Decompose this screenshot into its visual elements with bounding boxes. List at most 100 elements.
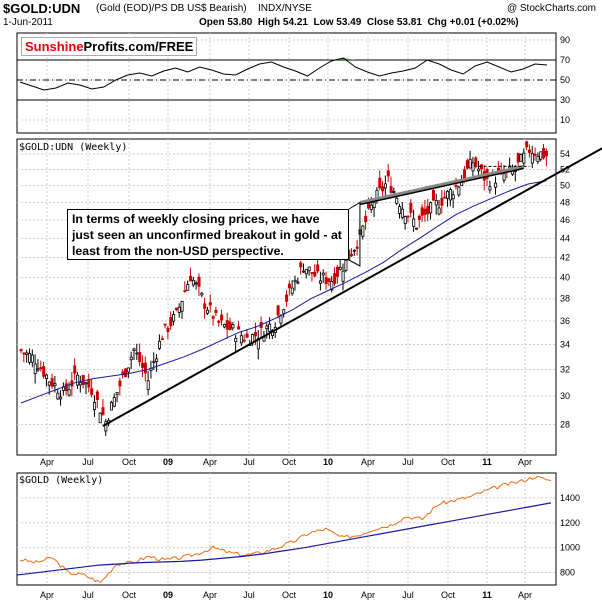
candle-body <box>539 151 543 160</box>
resistance-trendline-inner <box>359 167 524 206</box>
price-tick-label: 50 <box>560 181 570 191</box>
gold-moving-average-line <box>16 502 552 576</box>
candle-body <box>237 326 241 330</box>
x-tick-label: Apr <box>203 457 217 467</box>
candle-body <box>28 353 32 363</box>
candle-body <box>104 421 108 432</box>
x-tick-label: Jul <box>402 590 414 600</box>
candle-body <box>437 207 441 215</box>
candle-body <box>299 262 303 268</box>
candle-body <box>222 324 226 328</box>
candle-body <box>254 332 258 337</box>
candle-body <box>135 352 139 355</box>
candle-body <box>93 402 97 411</box>
candle-body <box>206 309 210 314</box>
candle-body <box>36 368 40 371</box>
candle-body <box>30 354 34 363</box>
x-tick-label: Oct <box>282 590 297 600</box>
candle-body <box>533 153 537 156</box>
candle-body <box>313 271 317 277</box>
candle-body <box>335 266 339 277</box>
candle-body <box>47 381 51 386</box>
candle-body <box>477 168 481 172</box>
candle-body <box>211 316 215 319</box>
candle-body <box>516 152 520 163</box>
price-tick-label: 38 <box>560 294 570 304</box>
candle-body <box>152 360 156 363</box>
x-tick-label: Jul <box>243 457 255 467</box>
candle-body <box>194 282 198 285</box>
candle-body <box>344 259 348 271</box>
rsi-tick-label: 10 <box>560 115 570 125</box>
gold-panel-title: $GOLD (Weekly) <box>19 475 104 486</box>
candle-body <box>522 152 526 164</box>
x-tick-label: 11 <box>482 457 492 467</box>
price-tick-label: 48 <box>560 197 570 207</box>
candle-body <box>124 368 128 378</box>
candle-body <box>214 309 218 313</box>
candle-body <box>282 309 286 314</box>
candle-body <box>279 315 283 324</box>
candle-body <box>434 200 438 206</box>
x-tick-label: Oct <box>122 457 137 467</box>
candle-body <box>265 325 269 330</box>
candle-body <box>276 305 280 316</box>
x-tick-label: 10 <box>323 457 333 467</box>
price-tick-label: 42 <box>560 252 570 262</box>
candle-body <box>338 266 342 270</box>
candle-body <box>474 157 478 167</box>
candle-body <box>146 380 150 391</box>
chart-description: (Gold (EOD)/PS DB US$ Bearish) <box>96 3 247 14</box>
candle-body <box>115 392 119 395</box>
candle-body <box>403 216 407 224</box>
candle-body <box>426 205 430 215</box>
panel-frame-2 <box>16 472 557 586</box>
candle-body <box>287 283 291 289</box>
candle-body <box>364 216 368 223</box>
candle-body <box>398 206 402 214</box>
x-tick-label: 11 <box>482 590 492 600</box>
candle-body <box>163 323 167 326</box>
candle-body <box>369 204 373 210</box>
x-tick-label: Apr <box>518 457 532 467</box>
candle-body <box>245 333 249 338</box>
candle-body <box>440 197 444 206</box>
candle-body <box>157 340 161 349</box>
candle-body <box>488 186 492 191</box>
moving-average-line <box>20 180 547 404</box>
price-tick-label: 54 <box>560 149 570 159</box>
candle-body <box>420 207 424 216</box>
chart-symbol: $GOLD:UDN <box>3 1 81 16</box>
rsi-tick-label: 70 <box>560 55 570 65</box>
copyright: @ StockCharts.com <box>506 3 596 14</box>
x-tick-label: Oct <box>441 457 456 467</box>
candle-body <box>174 307 178 311</box>
candle-body <box>19 349 23 352</box>
candle-body <box>341 270 345 282</box>
x-tick-label: Apr <box>518 590 532 600</box>
candle-body <box>544 150 548 157</box>
candle-body <box>73 365 77 374</box>
candle-body <box>172 314 176 322</box>
candle-body <box>45 374 49 379</box>
candle-body <box>350 254 354 257</box>
candle-body <box>155 358 159 362</box>
price-tick-label: 30 <box>560 391 570 401</box>
candle-body <box>530 153 534 164</box>
rsi-tick-label: 90 <box>560 35 570 45</box>
candle-body <box>76 374 80 386</box>
x-tick-label: Jul <box>82 590 94 600</box>
logo-part2: Profits.com/FREE <box>83 39 194 54</box>
price-tick-label: 44 <box>560 233 570 243</box>
candle-body <box>327 278 331 282</box>
chart-date: 1-Jun-2011 <box>3 17 53 28</box>
candle-body <box>208 302 212 306</box>
brand-logo: SunshineProfits.com/FREE <box>21 37 198 56</box>
candle-body <box>95 391 99 400</box>
price-tick-label: 34 <box>560 340 570 350</box>
candle-body <box>132 348 136 352</box>
resistance-trendline <box>359 164 525 204</box>
candle-body <box>352 249 356 252</box>
candle-body <box>463 169 467 180</box>
candle-body <box>321 272 325 276</box>
